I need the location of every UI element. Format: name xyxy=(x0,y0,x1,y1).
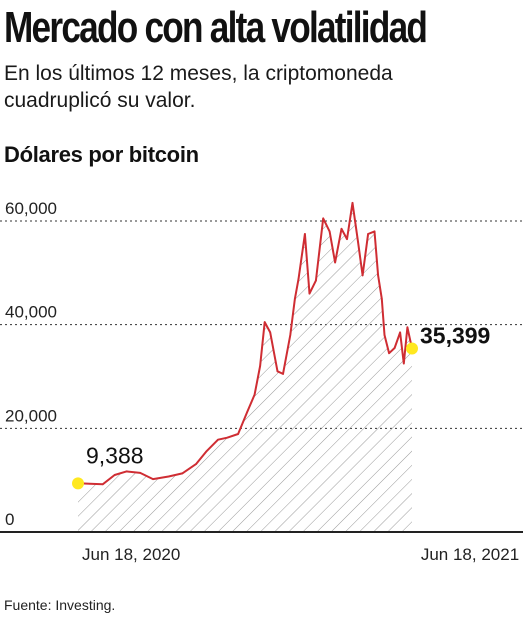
y-tick-label: 60,000 xyxy=(5,199,57,218)
price-chart: 0 20,000 40,000 60,000 Jun 18, 2020 Jun 18, 2… xyxy=(0,199,523,564)
start-value-label: 9,388 xyxy=(86,442,144,468)
data-point xyxy=(101,483,104,486)
chart-subtitle: En los últimos 12 meses, la criptomoneda… xyxy=(4,62,393,112)
data-point xyxy=(167,475,170,478)
data-point xyxy=(393,347,396,349)
data-point xyxy=(388,352,390,354)
data-point xyxy=(276,370,279,373)
data-point xyxy=(294,297,296,300)
data-point xyxy=(346,238,348,240)
x-tick-label: Jun 18, 2021 xyxy=(421,545,519,564)
y-tick-label: 20,000 xyxy=(5,406,57,425)
price-area-hatch xyxy=(78,202,412,532)
data-point xyxy=(259,365,261,367)
data-point xyxy=(308,292,311,295)
data-point xyxy=(328,230,331,233)
data-point xyxy=(334,261,336,264)
data-point xyxy=(322,217,325,220)
data-point xyxy=(367,233,369,235)
data-point xyxy=(381,297,383,300)
data-point xyxy=(226,436,228,439)
data-point xyxy=(282,373,284,375)
price-line xyxy=(77,201,413,486)
data-point xyxy=(181,472,184,475)
data-point xyxy=(351,202,354,204)
end-marker xyxy=(406,342,418,355)
y-tick-label: 40,000 xyxy=(5,303,57,322)
data-point xyxy=(377,274,379,277)
data-point xyxy=(263,321,266,323)
data-point xyxy=(217,438,219,441)
data-point xyxy=(304,233,306,235)
y-tick-label: 0 xyxy=(5,510,14,529)
source-note: Fuente: Investing. xyxy=(4,597,116,613)
data-point xyxy=(383,334,386,336)
data-point xyxy=(373,230,376,233)
start-marker xyxy=(72,477,84,490)
data-point xyxy=(361,274,364,277)
data-point xyxy=(269,331,271,334)
data-point xyxy=(195,463,197,465)
data-point xyxy=(253,393,256,396)
y-axis-unit-label: Dólares por bitcoin xyxy=(4,142,199,167)
data-point xyxy=(289,334,292,336)
data-point xyxy=(139,472,142,474)
data-point xyxy=(402,362,405,365)
data-point xyxy=(125,470,128,473)
data-point xyxy=(406,326,409,329)
data-point xyxy=(399,331,401,334)
chart-title: Mercado con alta volatilidad xyxy=(4,3,428,52)
data-point xyxy=(152,478,154,480)
data-point xyxy=(340,227,343,230)
data-point xyxy=(237,433,239,435)
data-point xyxy=(113,474,116,476)
data-point xyxy=(89,482,91,485)
data-point xyxy=(205,450,207,453)
data-point xyxy=(315,279,317,282)
data-point xyxy=(297,278,300,280)
x-tick-label: Jun 18, 2020 xyxy=(82,545,180,564)
data-point xyxy=(357,240,359,243)
end-value-label: 35,399 xyxy=(420,323,490,349)
data-point xyxy=(246,410,249,413)
